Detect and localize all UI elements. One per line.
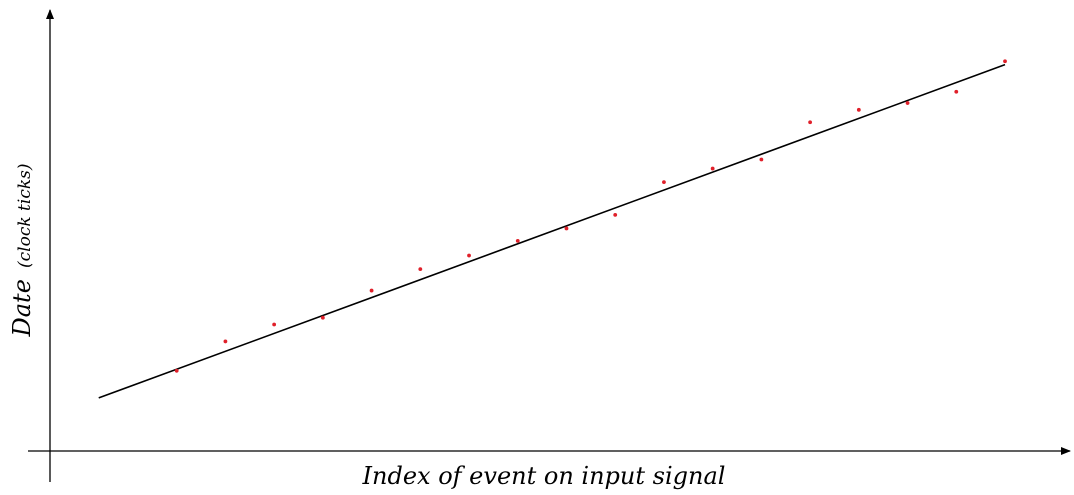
y-axis-label-main: Date — [8, 279, 36, 337]
x-axis-label: Index of event on input signal — [362, 462, 726, 490]
fit-line — [98, 63, 1006, 399]
data-point — [515, 238, 520, 243]
y-axis-label-unit: (clock ticks) — [15, 164, 35, 269]
y-axis-label: Date (clock ticks) — [8, 164, 36, 338]
data-points — [174, 59, 1007, 373]
data-point — [564, 226, 569, 231]
data-point — [808, 120, 813, 125]
data-point — [320, 315, 325, 320]
data-point — [856, 107, 861, 112]
data-point — [467, 253, 471, 258]
data-point — [905, 101, 910, 105]
data-point — [710, 166, 715, 171]
data-point — [174, 368, 179, 373]
data-point — [272, 322, 277, 327]
data-point — [613, 212, 618, 217]
data-point — [369, 288, 374, 293]
data-point — [418, 267, 423, 272]
data-point — [954, 89, 959, 94]
data-point — [759, 157, 764, 162]
data-point — [662, 180, 666, 185]
data-point — [1003, 59, 1007, 64]
data-point — [223, 339, 228, 344]
